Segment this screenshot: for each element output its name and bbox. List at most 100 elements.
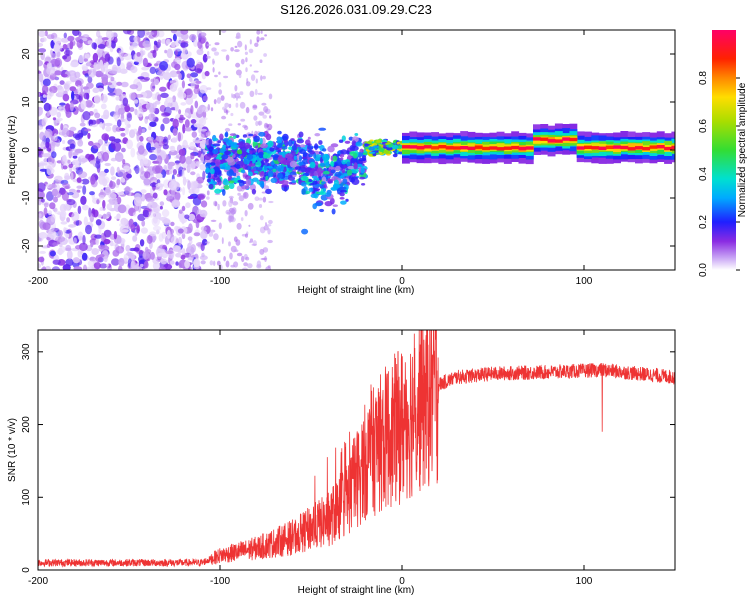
spectrogram-cell — [73, 237, 77, 244]
spectrogram-cell — [116, 81, 123, 86]
spectrogram-cell — [77, 31, 82, 37]
spectrogram-cell — [248, 48, 254, 54]
spectrogram-cell — [200, 230, 208, 240]
spectrogram-cell — [38, 182, 46, 192]
spectrogram-cell — [76, 189, 81, 193]
spectrogram-cell — [39, 162, 48, 166]
tick-label: 0 — [21, 567, 32, 573]
spectrogram-cell — [160, 92, 169, 98]
spectrogram-cell — [60, 221, 68, 225]
spectrogram-cell — [482, 146, 490, 151]
spectrogram-cell — [242, 267, 248, 270]
spectrogram-cell — [204, 70, 210, 77]
spectrogram-cell — [341, 135, 346, 142]
spectrogram-cell — [243, 262, 249, 267]
spectrogram-cell — [320, 156, 323, 163]
spectrogram-cell — [221, 237, 224, 245]
spectrogram-cell — [145, 102, 155, 111]
spectrogram-cell — [332, 183, 341, 189]
spectrogram-cell — [236, 222, 242, 230]
spectrogram-cell — [149, 146, 156, 151]
spectrogram-cell — [51, 266, 60, 270]
spectrogram-cell — [94, 234, 103, 239]
spectrogram-cell — [289, 181, 293, 185]
spectrogram-cell — [147, 211, 156, 218]
spectrogram-cell — [190, 80, 196, 89]
spectrogram-cell — [44, 128, 53, 138]
spectrogram-cell — [123, 165, 130, 172]
spectrogram-cell — [316, 167, 323, 175]
spectrogram-cell — [69, 126, 77, 132]
spectrogram-cell — [143, 178, 151, 186]
spectrogram-cell — [300, 182, 307, 187]
spectrogram-cell — [347, 165, 355, 170]
spectrogram-cell — [312, 203, 318, 210]
spectrogram-cell — [39, 131, 45, 141]
spectrogram-cell — [208, 231, 214, 237]
spectrogram-cell — [62, 55, 68, 60]
spectrogram-cell — [181, 248, 186, 254]
spectrogram-cell — [368, 146, 375, 151]
spectrogram-cell — [38, 106, 43, 116]
spectrogram-cell — [180, 254, 186, 260]
spectrogram-cell — [67, 159, 71, 164]
spectrogram-cell — [210, 219, 217, 222]
spectrogram-cell — [193, 123, 201, 128]
spectrogram-cell — [199, 84, 208, 94]
spectrogram-cell — [267, 228, 271, 235]
spectrogram-cell — [193, 258, 201, 268]
spectrogram-cell — [118, 265, 123, 270]
spectrogram-cell — [328, 180, 333, 184]
spectrogram-cell — [66, 199, 76, 206]
spectrogram-cell — [335, 165, 341, 171]
spectrogram-cell — [82, 111, 91, 121]
spectrogram-cell — [205, 241, 210, 244]
spectrogram-cell — [547, 139, 556, 143]
spectrogram-cell — [281, 146, 288, 150]
spectrogram-cell — [38, 256, 45, 263]
spectrogram-cell — [230, 112, 234, 117]
spectrogram-cell — [116, 191, 125, 196]
spectrogram-cell — [331, 208, 336, 215]
spectrogram-cell — [109, 70, 118, 74]
spectrogram-cell — [43, 202, 49, 208]
spectrogram-cell — [106, 39, 112, 49]
spectrogram-cell — [119, 223, 124, 227]
spectrogram-cell — [93, 94, 101, 104]
spectrogram-cell — [38, 70, 42, 74]
spectrogram-cell — [38, 125, 44, 130]
spectrogram-cell — [245, 57, 248, 63]
spectrogram-cell — [338, 139, 344, 143]
spectrogram-cell — [108, 79, 118, 89]
snr-frame — [37, 329, 676, 571]
spectrogram-cell — [605, 145, 614, 149]
spectrogram-cell — [327, 145, 335, 153]
spectrogram-cell — [93, 61, 98, 72]
spectrogram-cell — [96, 199, 100, 205]
spectrogram-cell — [38, 263, 41, 269]
spectrogram-cell — [296, 138, 304, 144]
spectrogram-cell — [149, 153, 158, 161]
spectrogram-cell — [307, 136, 311, 140]
spectrogram-cell — [270, 177, 278, 183]
spectrogram-cell — [206, 44, 212, 46]
spectrogram-cell — [79, 122, 86, 127]
spectrogram-cell — [116, 119, 122, 127]
spectrogram-cell — [177, 92, 187, 99]
spectrogram-cell — [259, 59, 263, 63]
spectrogram-cell — [240, 118, 246, 122]
spectrogram-cell — [259, 137, 263, 145]
spectrogram-cell — [111, 258, 120, 266]
spectrogram-cell — [175, 50, 178, 56]
spectrogram-cell — [98, 244, 105, 250]
spectrogram-cell — [214, 42, 220, 46]
spectrogram-cell — [139, 158, 144, 167]
spectrogram-cell — [103, 255, 108, 263]
spectrogram-cell — [222, 144, 227, 150]
spectrogram-cell — [154, 63, 159, 67]
spectrogram-cell — [209, 260, 214, 266]
spectrogram-cell — [103, 229, 112, 238]
spectrogram-cell — [265, 222, 267, 226]
spectrogram-cell — [82, 185, 87, 195]
